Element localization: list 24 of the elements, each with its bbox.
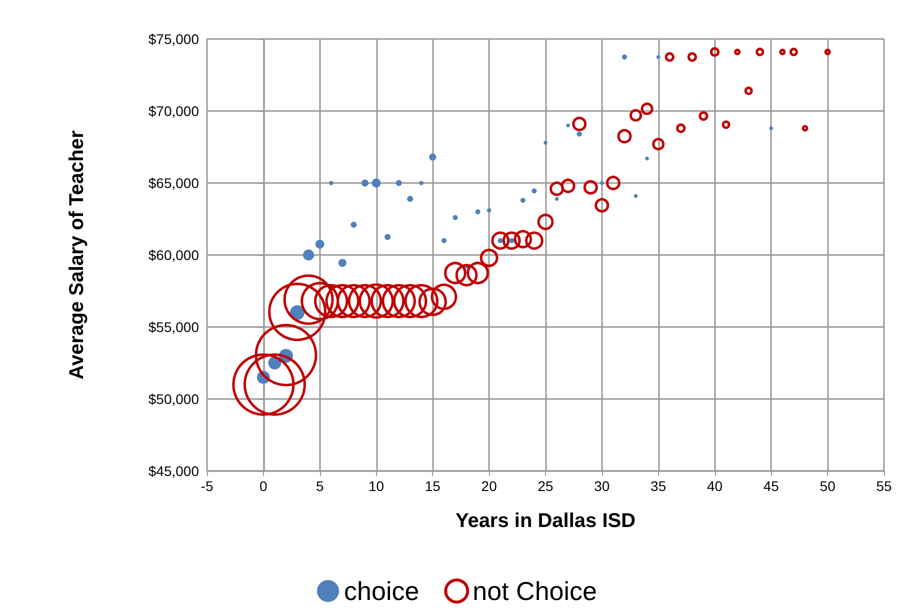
x-tick-label: 0 [260,478,268,494]
y-tick-label: $70,000 [148,103,200,119]
legend-label: not Choice [472,576,597,606]
x-tick-label: 30 [594,478,610,494]
x-tick-label: 25 [538,478,554,494]
y-tick-label: $50,000 [148,391,200,407]
x-axis-title: Years in Dallas ISD [455,510,636,532]
y-tick-label: $55,000 [148,319,200,335]
x-tick-label: 35 [650,478,666,494]
x-tick-label: 55 [876,478,892,494]
x-tick-label: 50 [820,478,836,494]
y-axis-title: Average Salary of Teacher [66,130,88,380]
y-tick-label: $60,000 [148,247,200,263]
y-tick-label: $65,000 [148,175,200,191]
x-tick-label: 20 [481,478,498,494]
legend-label: choice [344,576,420,606]
y-tick-label: $45,000 [148,463,200,479]
x-tick-label: 5 [316,478,324,494]
x-tick-label: -5 [200,478,214,494]
x-tick-label: 10 [368,478,384,494]
y-tick-label: $75,000 [148,31,200,47]
x-tick-label: 45 [763,478,780,494]
x-tick-label: 15 [424,478,441,494]
x-tick-label: 40 [706,478,723,494]
